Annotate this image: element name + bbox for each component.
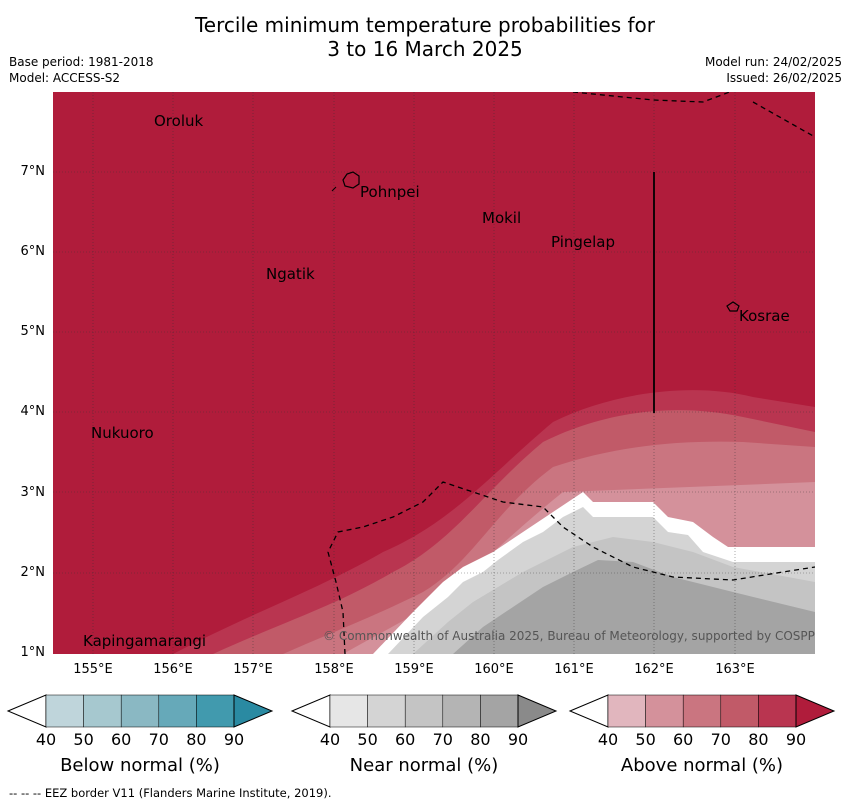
lon-label-161: 161°E (554, 662, 594, 677)
near-tick-90: 90 (507, 730, 529, 749)
model-name: Model: ACCESS-S2 (9, 71, 121, 85)
above-tick-50: 50 (635, 730, 656, 749)
below-tick-70: 70 (148, 730, 169, 749)
below-tick-90: 90 (223, 730, 245, 749)
near-tick-60: 60 (395, 730, 416, 749)
colorbar-near (290, 694, 558, 728)
probability-map: Oroluk Pohnpei Mokil Pingelap Ngatik Kos… (53, 92, 815, 654)
lon-label-162: 162°E (634, 662, 674, 677)
place-mokil: Mokil (482, 209, 522, 227)
above-arrow-low (568, 694, 609, 728)
above-segment-4 (720, 694, 759, 728)
colorbars (6, 694, 836, 728)
eez-borders (327, 92, 815, 654)
near-arrow-high (517, 694, 558, 728)
below-segment-1 (45, 694, 84, 728)
lat-label-2: 2°N (20, 565, 46, 580)
above-segment-1 (607, 694, 646, 728)
colorbar-below (6, 694, 274, 728)
near-segment-2 (367, 694, 406, 728)
below-segment-3 (120, 694, 160, 728)
lat-label-3: 3°N (20, 485, 46, 500)
colorbar-above-title: Above normal (%) (620, 755, 784, 776)
map-canvas (53, 92, 815, 654)
kosrae-island (726, 301, 740, 312)
near-arrow-low (290, 694, 331, 728)
lat-label-6: 6°N (20, 244, 46, 259)
above-arrow-high (795, 694, 836, 728)
near-segment-3 (404, 694, 444, 728)
lon-label-155: 155°E (73, 662, 113, 677)
place-kosrae: Kosrae (739, 307, 790, 325)
place-ngatik: Ngatik (266, 265, 315, 283)
below-segment-5 (196, 694, 235, 728)
below-arrow-high (233, 694, 274, 728)
model-run: Model run: 24/02/2025 (704, 55, 842, 69)
lat-label-1: 1°N (20, 645, 46, 660)
above-tick-90: 90 (785, 730, 807, 749)
below-segment-2 (83, 694, 122, 728)
above-segment-2 (645, 694, 684, 728)
place-kapingamarangi: Kapingamarangi (83, 632, 207, 650)
below-segment-4 (158, 694, 197, 728)
lat-label-5: 5°N (20, 324, 46, 339)
near-segment-5 (480, 694, 519, 728)
above-tick-40: 40 (597, 730, 619, 749)
eez-footer-note: -- -- -- EEZ border V11 (Flanders Marine… (9, 786, 332, 800)
map-title-line1: Tercile minimum temperature probabilitie… (194, 13, 656, 37)
near-tick-80: 80 (470, 730, 491, 749)
colorbar-above (568, 694, 836, 728)
near-tick-40: 40 (319, 730, 341, 749)
map-frame (53, 92, 815, 654)
near-segment-4 (442, 694, 481, 728)
place-pingelap: Pingelap (551, 233, 616, 251)
above-tick-80: 80 (748, 730, 769, 749)
place-pohnpei: Pohnpei (360, 183, 420, 201)
below-tick-40: 40 (35, 730, 57, 749)
lon-label-156: 156°E (153, 662, 193, 677)
copyright-notice: © Commonwealth of Australia 2025, Bureau… (323, 629, 815, 643)
lat-label-4: 4°N (20, 404, 46, 419)
above-segment-3 (682, 694, 722, 728)
lon-label-158: 158°E (314, 662, 354, 677)
pohnpei-island (342, 171, 360, 189)
below-tick-60: 60 (111, 730, 132, 749)
base-period: Base period: 1981-2018 (9, 55, 154, 69)
map-title-line2: 3 to 16 March 2025 (327, 37, 523, 61)
lon-label-160: 160°E (474, 662, 514, 677)
lon-label-163: 163°E (715, 662, 755, 677)
map-gridlines (53, 92, 815, 654)
colorbar-near-title: Near normal (%) (349, 755, 499, 776)
issued-date: Issued: 26/02/2025 (726, 71, 842, 85)
near-normal-80-band (453, 560, 815, 654)
lat-label-7: 7°N (20, 164, 46, 179)
near-tick-50: 50 (357, 730, 378, 749)
below-arrow-low (6, 694, 47, 728)
colorbar-below-title: Below normal (%) (60, 755, 220, 776)
ant-atoll (331, 186, 337, 192)
place-oroluk: Oroluk (154, 112, 204, 130)
lon-label-159: 159°E (394, 662, 434, 677)
above-tick-60: 60 (673, 730, 694, 749)
near-segment-1 (329, 694, 368, 728)
above-segment-5 (758, 694, 797, 728)
below-tick-50: 50 (73, 730, 94, 749)
below-tick-80: 80 (186, 730, 207, 749)
place-nukuoro: Nukuoro (91, 424, 154, 442)
above-tick-70: 70 (710, 730, 731, 749)
lon-label-157: 157°E (233, 662, 273, 677)
near-tick-70: 70 (432, 730, 453, 749)
